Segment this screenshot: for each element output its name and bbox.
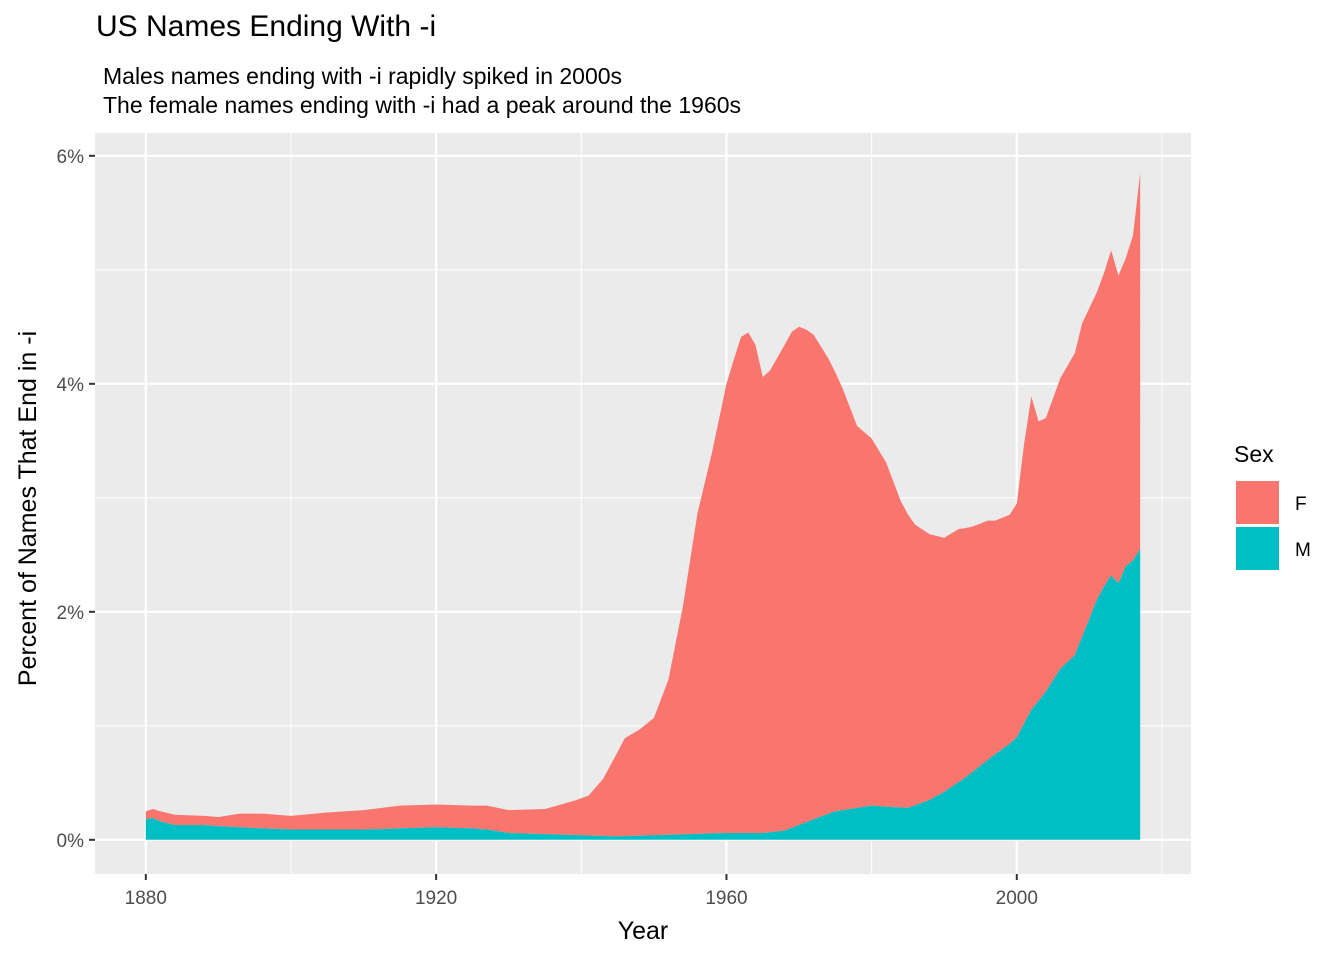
y-tick-label: 6% bbox=[57, 147, 85, 168]
y-tick-label: 2% bbox=[57, 603, 85, 624]
x-axis-title: Year bbox=[618, 917, 669, 945]
y-axis-title: Percent of Names That End in -i bbox=[14, 331, 42, 686]
y-tick-label: 4% bbox=[57, 375, 85, 396]
legend-label-M: M bbox=[1295, 540, 1311, 561]
x-tick-label: 1920 bbox=[415, 888, 457, 909]
subtitle-line-2: The female names ending with -i had a pe… bbox=[103, 92, 742, 118]
legend-label-F: F bbox=[1295, 494, 1307, 515]
series-area-F bbox=[145, 172, 1141, 837]
legend-key-M bbox=[1236, 527, 1279, 570]
area-layer bbox=[145, 172, 1141, 840]
x-tick-label: 2000 bbox=[996, 888, 1038, 909]
y-tick-label: 0% bbox=[57, 831, 85, 852]
subtitle-line-1: Males names ending with -i rapidly spike… bbox=[103, 63, 623, 89]
series-area-M bbox=[145, 549, 1141, 840]
legend: Sex F M bbox=[1234, 441, 1311, 570]
axes: 1880 1920 1960 2000 0% 2% 4% 6% Year Percent of N… bbox=[14, 147, 1038, 945]
chart-title: US Names Ending With -i bbox=[96, 10, 437, 43]
x-tick-label: 1960 bbox=[705, 888, 747, 909]
legend-title: Sex bbox=[1234, 441, 1274, 467]
chart-subtitle: Males names ending with -i rapidly spike… bbox=[103, 62, 741, 120]
legend-key-F bbox=[1236, 481, 1279, 524]
x-tick-label: 1880 bbox=[125, 888, 167, 909]
